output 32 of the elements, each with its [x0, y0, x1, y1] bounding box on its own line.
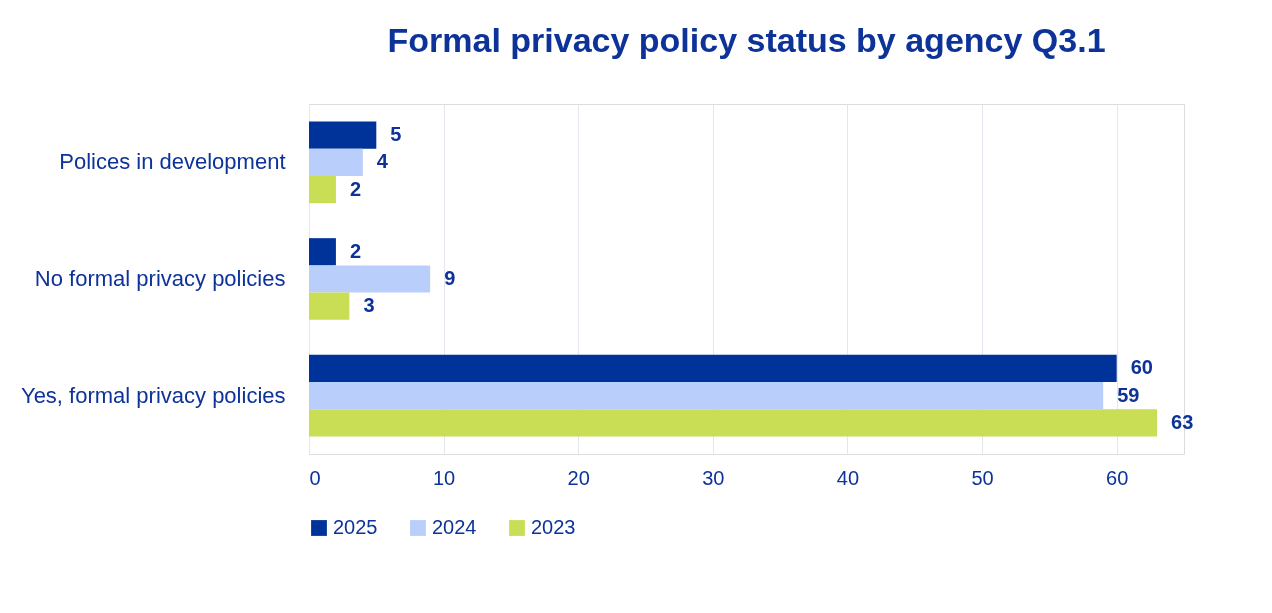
data-label: 2 [349, 239, 362, 262]
legend-label: 2023 [531, 516, 576, 538]
y-tick-label: No formal privacy policies [34, 266, 286, 291]
data-label: 2 [349, 177, 362, 200]
chart-title: Formal privacy policy status by agency Q3.1 [387, 21, 1106, 59]
x-tick-label: 40 [836, 466, 860, 489]
x-tick-label: 60 [1106, 466, 1129, 489]
bar [309, 238, 336, 266]
x-tick-label: 50 [971, 466, 994, 489]
bar [309, 292, 350, 320]
bar [309, 382, 1104, 410]
legend-label: 2024 [432, 516, 477, 538]
data-label: 60 [1130, 356, 1153, 379]
x-tick-label: 20 [567, 466, 590, 489]
data-label: 4 [376, 150, 389, 173]
y-tick-label: Polices in development [59, 149, 286, 175]
bar [309, 121, 377, 149]
bar [309, 175, 336, 204]
x-tick-label: 0 [309, 466, 321, 489]
y-tick-label: Yes, formal privacy policies [20, 382, 286, 408]
legend-label: 2025 [333, 516, 378, 538]
bar [309, 354, 1117, 383]
bar [309, 265, 431, 293]
data-label: 59 [1117, 383, 1140, 406]
data-label: 3 [363, 294, 375, 317]
x-tick-label: 30 [702, 466, 725, 489]
data-label: 9 [444, 267, 456, 289]
data-label: 63 [1171, 410, 1194, 433]
bar [309, 148, 363, 176]
x-tick-label: 10 [432, 466, 456, 489]
bar [309, 409, 1158, 437]
data-label: 5 [390, 123, 402, 146]
